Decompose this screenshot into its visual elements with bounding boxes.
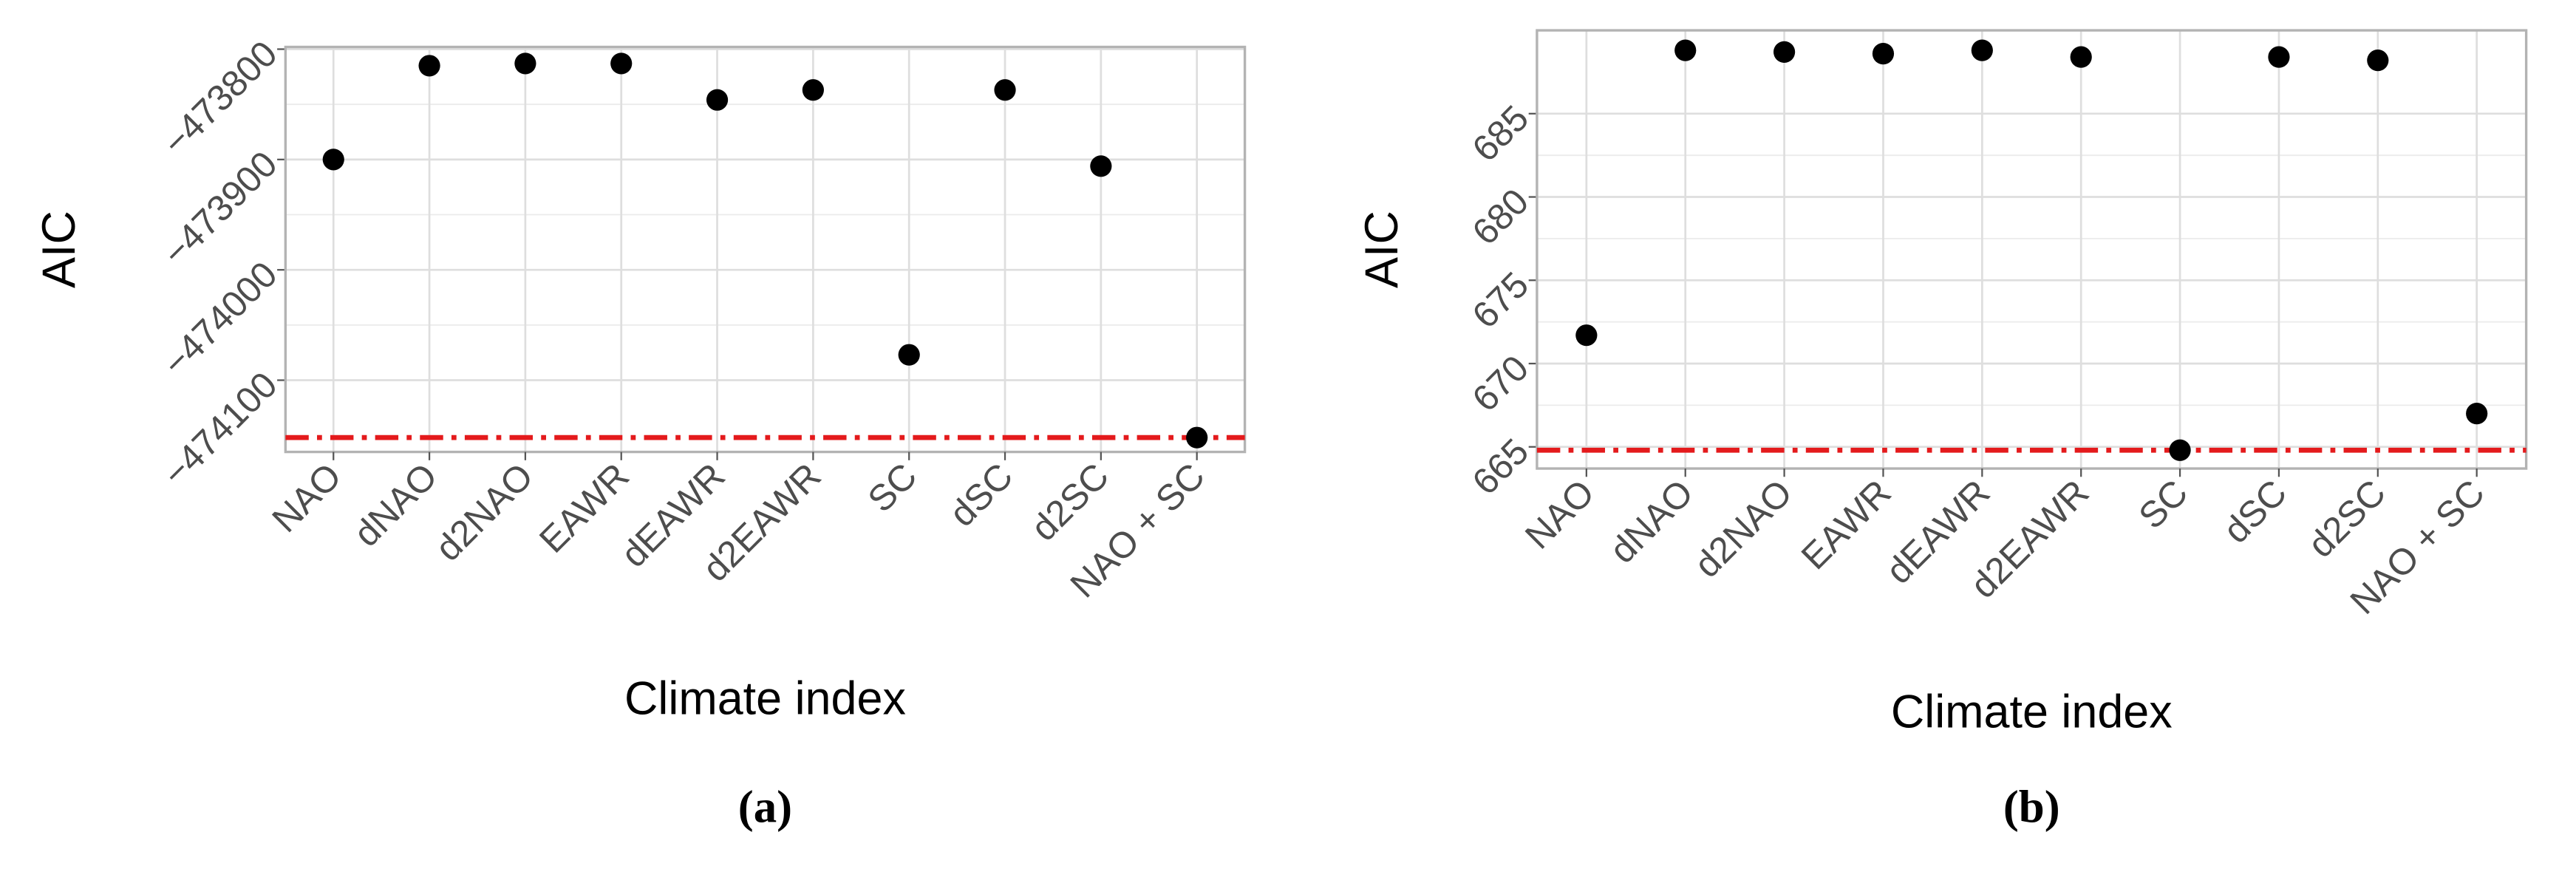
caption: (b): [2003, 780, 2060, 832]
x-tick-label: d2SC: [1023, 455, 1117, 548]
x-axis-title: Climate index: [624, 672, 906, 724]
x-tick-label: dSC: [2215, 472, 2294, 551]
y-tick-label: 665: [1465, 431, 1536, 502]
point: [802, 79, 824, 101]
point: [2367, 50, 2389, 72]
x-tick-label: d2SC: [2300, 472, 2393, 565]
point: [418, 55, 440, 77]
point: [898, 344, 920, 366]
point: [2169, 439, 2191, 461]
y-tick-label: −474000: [155, 254, 285, 384]
point: [322, 149, 344, 171]
x-tick-label: SC: [860, 455, 924, 519]
point: [2466, 403, 2488, 425]
panel-border: [1536, 29, 2528, 470]
point: [610, 52, 633, 75]
y-tick-label: 685: [1465, 98, 1536, 169]
x-axis-title: Climate index: [1891, 686, 2173, 737]
caption: (a): [738, 780, 792, 832]
y-tick-label: 680: [1465, 181, 1536, 253]
point: [1971, 39, 1993, 61]
point: [2268, 46, 2290, 68]
x-tick-label: NAO: [1518, 472, 1603, 557]
y-axis-title: AIC: [1356, 211, 1408, 288]
point: [706, 89, 729, 111]
y-tick-label: −473800: [155, 33, 285, 163]
y-tick-label: −474100: [155, 364, 285, 494]
y-tick-label: 675: [1465, 265, 1536, 336]
point: [2070, 46, 2092, 68]
x-tick-label: dSC: [941, 455, 1020, 534]
x-tick-label: NAO: [265, 455, 350, 540]
point: [1773, 41, 1796, 63]
point: [1186, 426, 1208, 449]
panel-border: [284, 45, 1247, 454]
point: [514, 52, 536, 75]
y-axis-title: AIC: [33, 211, 85, 288]
point: [1674, 39, 1697, 61]
point: [1575, 324, 1598, 347]
y-tick-label: 670: [1465, 347, 1536, 419]
x-tick-label: d2NAO: [428, 455, 541, 568]
x-tick-label: d2NAO: [1686, 472, 1799, 585]
point: [994, 79, 1016, 101]
panel: [1536, 30, 2526, 469]
point: [1090, 155, 1112, 177]
y-tick-label: −473900: [155, 143, 285, 273]
x-tick-label: SC: [2131, 472, 2195, 536]
point: [1872, 43, 1895, 65]
panel: [285, 47, 1245, 452]
